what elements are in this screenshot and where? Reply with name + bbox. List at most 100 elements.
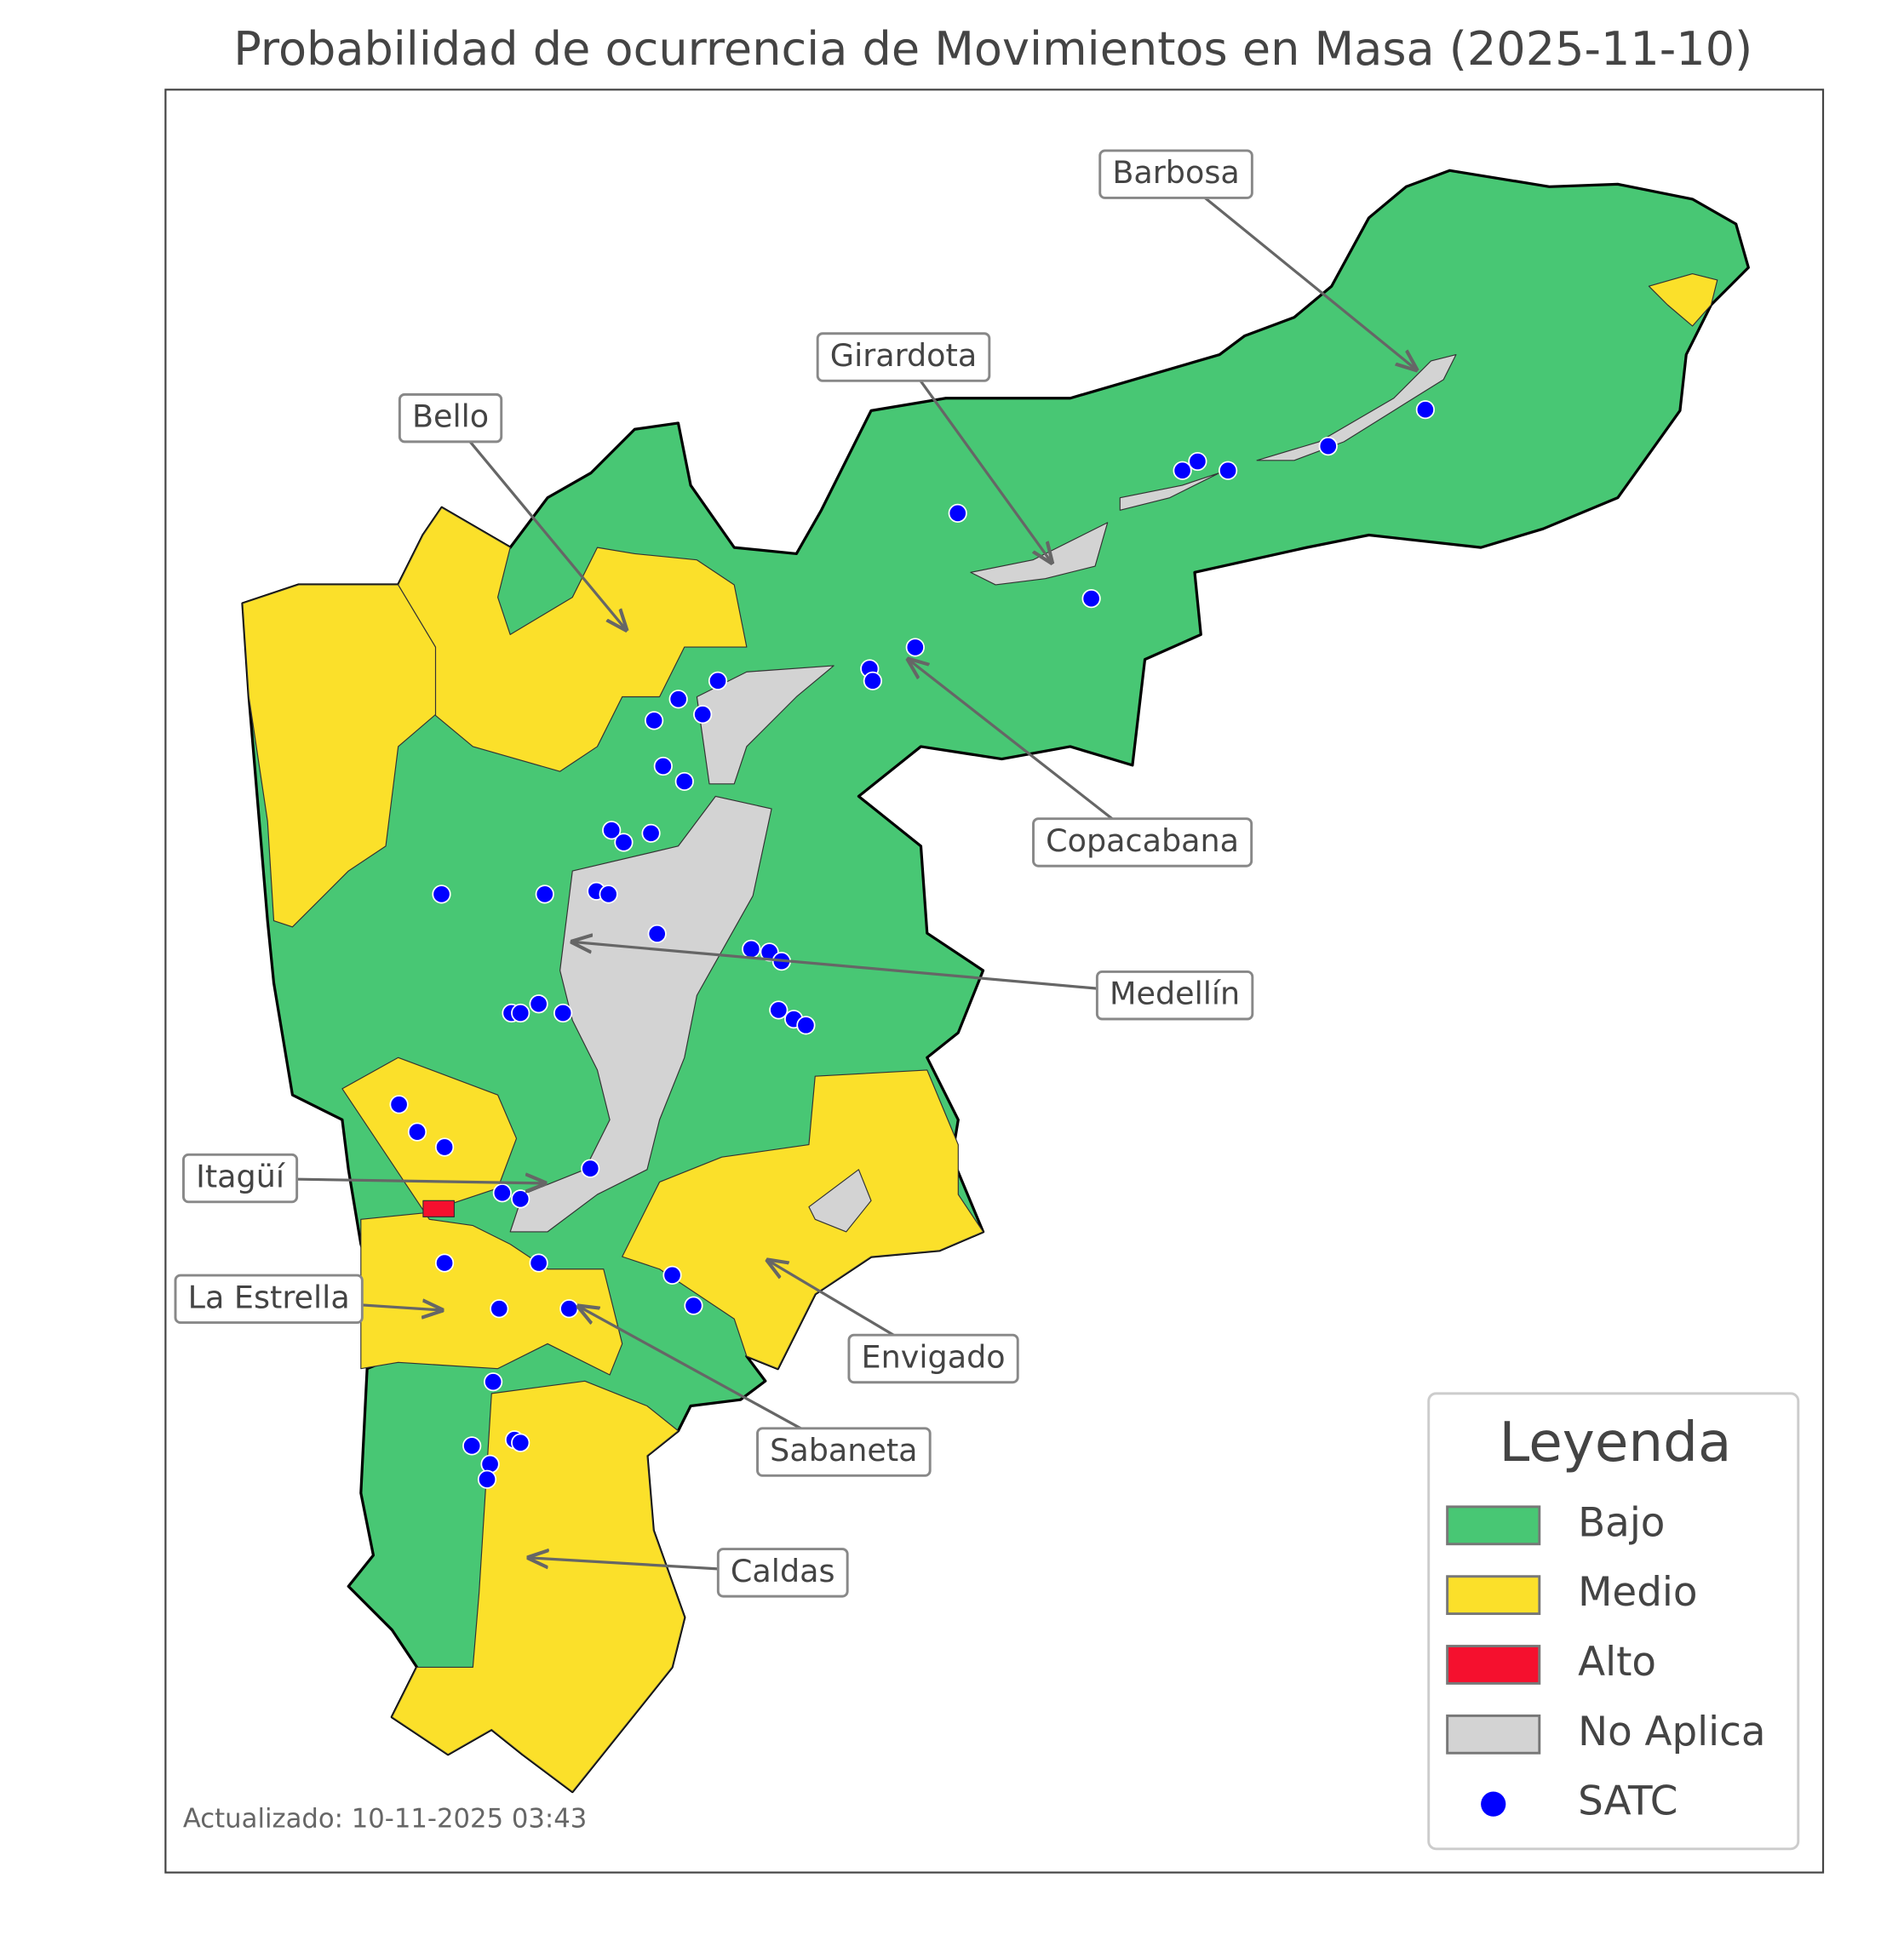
satc-point — [553, 1003, 573, 1023]
satc-point — [905, 638, 925, 657]
annotation-arrow — [572, 942, 1175, 997]
satc-point — [602, 821, 622, 840]
legend-marker — [1481, 1791, 1506, 1817]
satc-point — [511, 1189, 530, 1209]
annotation-label: Envigado — [862, 1338, 1006, 1375]
satc-point — [407, 1122, 427, 1142]
plot-frame — [164, 89, 1825, 1874]
region-no-aplica — [509, 795, 772, 1233]
satc-point — [948, 503, 967, 524]
satc-point — [641, 823, 661, 843]
annotation-box — [182, 1153, 299, 1204]
footnote: Actualizado: 10-11-2025 03:43 — [183, 1805, 587, 1835]
satc-point — [1173, 461, 1192, 480]
annotation: La Estrella — [174, 1274, 364, 1325]
satc-point — [693, 705, 713, 724]
annotation-arrow — [909, 660, 1144, 844]
satc-point — [1188, 451, 1207, 472]
legend-label: Medio — [1578, 1570, 1697, 1616]
satc-point — [742, 939, 761, 959]
legend-swatch — [1446, 1645, 1541, 1685]
region-alto — [422, 1200, 456, 1217]
satc-point — [434, 1253, 455, 1273]
annotation-box — [847, 1333, 1019, 1384]
satc-point — [662, 1265, 682, 1285]
legend-label: SATC — [1578, 1779, 1677, 1825]
region-medio — [391, 1380, 685, 1793]
annotation-label: Barbosa — [1112, 154, 1239, 191]
region-no-aplica — [1119, 472, 1220, 511]
legend-title: Leyenda — [1500, 1411, 1732, 1474]
satc-point — [614, 833, 634, 852]
satc-point — [1415, 400, 1435, 420]
annotation-box — [398, 392, 503, 444]
region-medio — [398, 507, 748, 772]
satc-point — [529, 994, 548, 1014]
satc-point — [529, 1253, 548, 1273]
annotation-box — [174, 1274, 364, 1325]
annotation-label: Caldas — [731, 1553, 835, 1589]
satc-point — [490, 1299, 509, 1319]
satc-point — [432, 885, 451, 904]
annotation-box — [816, 332, 991, 382]
annotation: Envigado — [847, 1333, 1019, 1384]
satc-point — [492, 1183, 512, 1203]
satc-point — [647, 924, 667, 944]
satc-point — [535, 885, 554, 904]
region-no-aplica — [1256, 354, 1457, 461]
satc-point — [674, 771, 694, 792]
annotation-label: Bello — [412, 398, 489, 435]
satc-point — [462, 1436, 482, 1456]
annotation: Medellín — [1095, 970, 1254, 1021]
annotation: Barbosa — [1098, 149, 1253, 199]
satc-point — [581, 1159, 600, 1178]
annotation-label: Girardota — [830, 337, 977, 374]
legend-swatch — [1446, 1714, 1541, 1755]
legend-label: Bajo — [1578, 1500, 1665, 1546]
satc-point — [645, 711, 664, 730]
annotation-box — [716, 1548, 849, 1598]
satc-point — [389, 1095, 409, 1114]
annotation: Sabaneta — [756, 1427, 932, 1477]
annotation-box — [1098, 149, 1253, 199]
annotation-arrow — [1175, 173, 1416, 369]
satc-point — [599, 885, 618, 904]
region-no-aplica — [696, 665, 834, 785]
satc-point — [1318, 437, 1338, 456]
annotation-label: La Estrella — [188, 1279, 350, 1315]
legend-label: No Aplica — [1578, 1709, 1765, 1755]
satc-point — [559, 1299, 579, 1319]
satc-point — [684, 1296, 703, 1315]
satc-point — [668, 690, 688, 709]
annotation-arrow — [902, 356, 1052, 563]
region-no-aplica — [808, 1169, 872, 1233]
legend-label: Alto — [1578, 1640, 1656, 1686]
satc-point — [708, 671, 728, 690]
satc-point — [511, 1003, 530, 1023]
annotation-arrow — [449, 417, 626, 629]
annotation: Girardota — [816, 332, 991, 382]
legend-swatch — [1446, 1505, 1541, 1546]
region-medio — [1648, 273, 1718, 327]
satc-point — [1218, 461, 1238, 480]
satc-point — [653, 756, 673, 776]
region-medio — [622, 1069, 984, 1370]
annotation: Bello — [398, 392, 503, 444]
legend-swatch — [1446, 1575, 1541, 1616]
satc-point — [511, 1433, 530, 1452]
annotation: Itagüí — [182, 1153, 299, 1204]
satc-point — [863, 671, 882, 690]
satc-point — [484, 1372, 503, 1392]
satc-point — [796, 1016, 816, 1035]
map-title: Probabilidad de ocurrencia de Movimiento… — [233, 22, 1752, 76]
annotation-box — [1095, 970, 1254, 1021]
satc-point — [1081, 589, 1101, 609]
satc-point — [769, 1000, 789, 1020]
satc-point — [480, 1454, 500, 1474]
annotation-label: Sabaneta — [770, 1432, 917, 1469]
annotation: Caldas — [716, 1548, 849, 1598]
annotation: Copacabana — [1032, 817, 1253, 867]
annotation-label: Copacabana — [1046, 822, 1239, 859]
annotation-label: Medellín — [1110, 976, 1240, 1012]
